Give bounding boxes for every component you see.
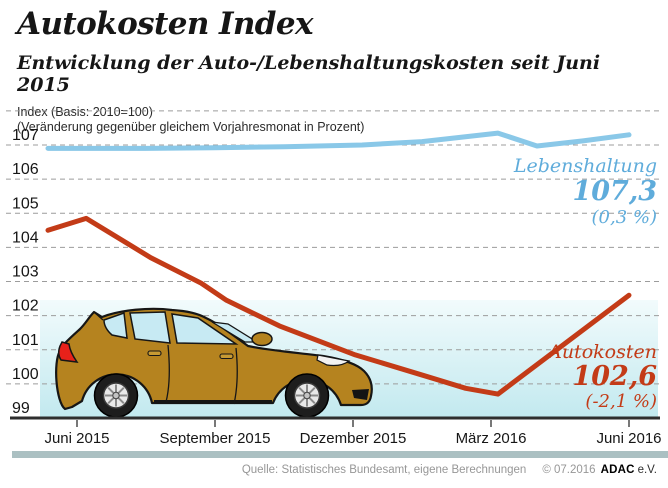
x-axis-label: Juni 2016 [596, 430, 661, 447]
x-axis: Juni 2015 September 2015 Dezember 2015 März… [10, 416, 662, 447]
y-axis-label-100: 100 [12, 366, 39, 383]
lebenshaltung-value: 107,3 [572, 176, 657, 207]
note-yoy-change: (Veränderung gegenüber gleichem Vorjahre… [17, 119, 365, 134]
line-chart: 107 106 105 104 103 102 101 100 99 [6, 110, 662, 447]
brand-suffix: e.V. [637, 464, 657, 476]
car-door-seam-front [233, 347, 238, 405]
data-series [45, 130, 632, 397]
page-title: Autokosten Index [17, 6, 313, 42]
source-text: Quelle: Statistisches Bundesamt, eigene … [241, 464, 527, 476]
car-front-window [171, 313, 239, 345]
car-wheel-rear [93, 373, 139, 418]
car-mirror [251, 331, 273, 347]
lebenshaltung-label: Lebenshaltung [513, 155, 657, 177]
lebenshaltung-change: (0,3 %) [592, 207, 658, 228]
lebenshaltung-line [45, 130, 632, 151]
gridlines: 107 106 105 104 103 102 101 100 99 [6, 110, 660, 417]
car-quarter-window [103, 311, 128, 339]
car-illustration [55, 307, 373, 418]
page-subtitle: Entwicklung der Auto-/Lebenshaltungskost… [17, 52, 601, 96]
autokosten-label: Autokosten [546, 341, 657, 363]
car-underbody [154, 400, 272, 404]
autokosten-line [45, 215, 632, 397]
autokosten-change: (-2,1 %) [585, 391, 657, 412]
car-wheel-front [284, 373, 330, 418]
header: Autokosten Index Entwicklung der Auto-/L… [17, 6, 657, 134]
x-axis-label: Juni 2015 [44, 430, 109, 447]
copyright-text: © 07.2016 [542, 464, 596, 476]
y-axis-label-103: 103 [12, 264, 39, 281]
car-door-handle-rear [147, 350, 162, 357]
y-axis-label-106: 106 [12, 161, 39, 178]
car-front-intake [352, 389, 369, 400]
brand-logo: ADAC [600, 464, 635, 476]
footer-bar [12, 451, 668, 458]
car-spoiler-line [93, 311, 104, 321]
source-line: Quelle: Statistisches Bundesamt, eigene … [242, 464, 657, 476]
car-rear-window [129, 311, 171, 344]
axis-notes: Index (Basis: 2010=100) (Veränderung geg… [17, 105, 657, 134]
y-axis-label-107: 107 [12, 127, 39, 144]
y-axis-label-104: 104 [12, 229, 39, 246]
y-axis-label-99: 99 [12, 400, 30, 417]
y-axis-label-105: 105 [12, 195, 39, 212]
y-axis-label-102: 102 [12, 298, 39, 315]
x-axis-label: September 2015 [160, 430, 271, 447]
car-taillight [57, 341, 79, 363]
autokosten-value: 102,6 [572, 361, 657, 392]
car-door-seam-rear [165, 344, 170, 403]
car-headlight [316, 354, 351, 367]
y-axis-label-101: 101 [12, 332, 39, 349]
x-axis-label: März 2016 [456, 430, 527, 447]
x-axis-label: Dezember 2015 [300, 430, 407, 447]
car-door-handle-front [219, 353, 234, 360]
note-index-basis: Index (Basis: 2010=100) [17, 105, 153, 119]
